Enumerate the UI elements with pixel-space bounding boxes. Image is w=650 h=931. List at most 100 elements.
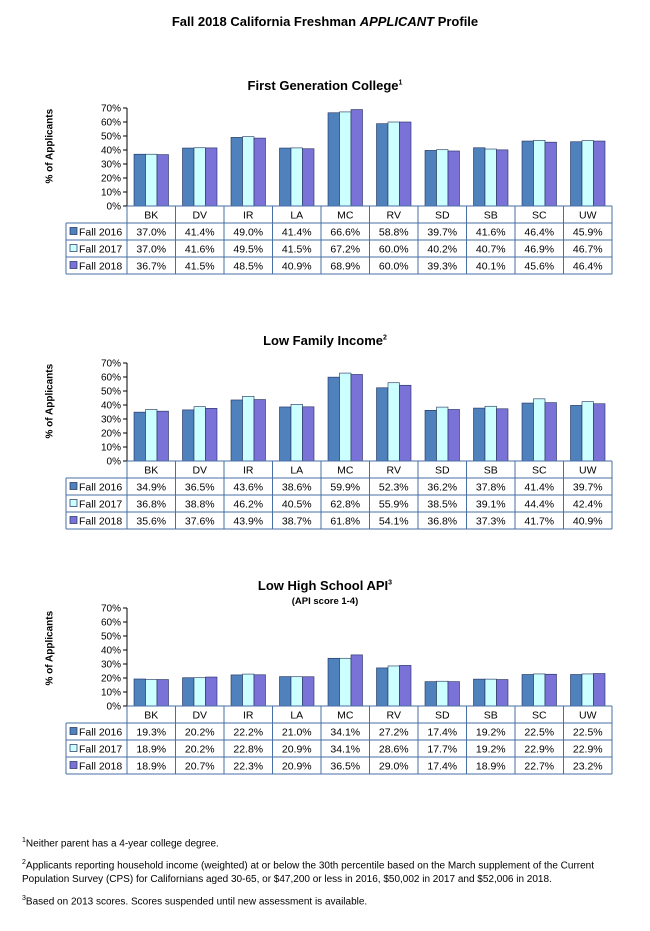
bar <box>496 679 509 707</box>
bar <box>279 406 292 462</box>
data-label: 39.7% <box>427 227 457 239</box>
data-label: 38.6% <box>282 482 312 494</box>
data-label: 29.0% <box>379 761 409 773</box>
data-label: 45.6% <box>524 261 554 273</box>
chart-title-sup: 1 <box>398 79 403 87</box>
data-label: 36.8% <box>427 516 457 528</box>
data-label: 45.9% <box>573 227 603 239</box>
bar <box>156 679 169 707</box>
category-label: DV <box>192 710 207 722</box>
bar <box>581 401 594 462</box>
bar <box>387 665 400 707</box>
bar <box>133 411 146 462</box>
data-label: 68.9% <box>330 261 360 273</box>
category-label: BK <box>144 465 158 477</box>
legend-key <box>69 261 78 269</box>
data-label: 46.7% <box>573 244 603 256</box>
bar <box>302 676 315 707</box>
bar <box>327 112 340 207</box>
data-label: 54.1% <box>379 516 409 528</box>
chart-title: Low Family Income2 <box>0 333 650 348</box>
bar <box>302 406 315 462</box>
data-label: 20.9% <box>282 761 312 773</box>
category-label: DV <box>192 210 207 222</box>
bar <box>145 409 158 462</box>
bar <box>193 406 206 462</box>
bar <box>473 678 486 707</box>
bar <box>436 680 449 707</box>
bar <box>205 676 218 707</box>
y-tick-label: 20% <box>101 429 121 440</box>
y-tick-label: 0% <box>107 202 122 213</box>
series-name: Fall 2016 <box>79 482 122 494</box>
data-label: 48.5% <box>233 261 263 273</box>
bar <box>230 399 243 462</box>
data-label: 66.6% <box>330 227 360 239</box>
bar <box>205 147 218 207</box>
bar <box>544 402 557 462</box>
bar <box>230 674 243 707</box>
bar <box>376 123 389 207</box>
chart-low-family-income: Low Family Income2 % of Applicants 0% 10%… <box>0 333 650 533</box>
y-tick-label: 30% <box>101 415 121 426</box>
category-label: LA <box>290 465 303 477</box>
category-label: IR <box>243 710 254 722</box>
data-label: 41.4% <box>524 482 554 494</box>
data-label: 18.9% <box>136 744 166 756</box>
data-label: 55.9% <box>379 499 409 511</box>
chart-title-text: Low Family Income <box>263 333 383 348</box>
chart-title-sup: 3 <box>388 579 393 587</box>
bar <box>533 398 546 462</box>
series-name: Fall 2016 <box>79 727 122 739</box>
footnote-text: Neither parent has a 4-year college degr… <box>25 838 219 850</box>
data-label: 41.5% <box>185 261 215 273</box>
y-tick-label: 0% <box>107 457 122 468</box>
data-label: 40.2% <box>427 244 457 256</box>
data-label: 46.4% <box>524 227 554 239</box>
data-label: 36.5% <box>330 761 360 773</box>
category-label: RV <box>387 210 401 222</box>
category-label: UW <box>579 210 597 222</box>
data-label: 37.6% <box>185 516 215 528</box>
category-label: BK <box>144 210 158 222</box>
footnote-mark: 1 <box>22 837 26 844</box>
footnote-text: Applicants reporting household income (w… <box>22 860 595 885</box>
data-label: 22.3% <box>233 761 263 773</box>
y-tick-label: 30% <box>101 660 121 671</box>
bar <box>424 150 437 207</box>
category-label: MC <box>337 710 354 722</box>
legend-key <box>69 244 78 252</box>
legend-key <box>69 499 78 507</box>
data-label: 44.4% <box>524 499 554 511</box>
data-label: 41.6% <box>476 227 506 239</box>
chart-title-text: Low High School API <box>257 578 389 593</box>
bar <box>182 409 195 462</box>
data-label: 42.4% <box>573 499 603 511</box>
bar <box>581 673 594 707</box>
data-label: 37.0% <box>136 227 166 239</box>
data-label: 20.7% <box>185 761 215 773</box>
category-label: UW <box>579 465 597 477</box>
category-label: RV <box>387 465 401 477</box>
bar <box>521 140 534 207</box>
data-label: 17.4% <box>427 761 457 773</box>
data-label: 43.6% <box>233 482 263 494</box>
data-label: 37.3% <box>476 516 506 528</box>
y-tick-label: 70% <box>101 604 121 615</box>
data-label: 17.4% <box>427 727 457 739</box>
category-label: SC <box>532 210 547 222</box>
legend-key <box>69 227 78 235</box>
data-label: 58.8% <box>379 227 409 239</box>
page-title-emphasis: APPLICANT <box>359 14 435 29</box>
bar <box>570 405 583 462</box>
data-label: 19.3% <box>136 727 166 739</box>
bar <box>339 372 352 462</box>
bar <box>350 374 363 462</box>
category-label: DV <box>192 465 207 477</box>
bar <box>436 149 449 207</box>
series-name: Fall 2017 <box>79 744 122 756</box>
data-label: 18.9% <box>476 761 506 773</box>
bar <box>156 410 169 462</box>
chart-first-generation: First Generation College1 % of Applicant… <box>0 78 650 278</box>
bar <box>399 384 412 462</box>
